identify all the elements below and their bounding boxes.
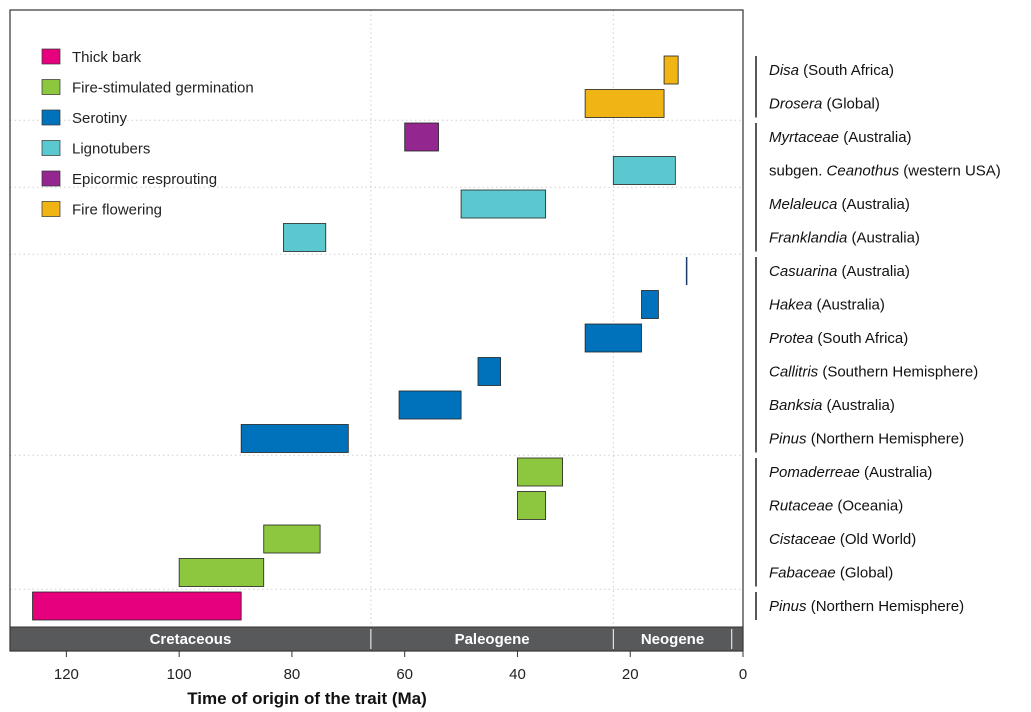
row-label: Protea (South Africa) bbox=[769, 330, 908, 347]
x-axis: 120 100 80 60 40 20 0 bbox=[54, 651, 747, 683]
era-label: Paleogene bbox=[455, 631, 530, 648]
legend-swatch bbox=[41, 109, 61, 126]
trait-bar bbox=[584, 89, 665, 118]
grid-layer bbox=[10, 10, 743, 627]
trait-bar bbox=[663, 55, 679, 85]
trait-bar bbox=[240, 424, 349, 453]
legend-label: Lignotubers bbox=[72, 141, 150, 158]
legend-swatch bbox=[41, 140, 61, 156]
legend-label: Thick bark bbox=[72, 49, 142, 66]
legend-swatch bbox=[41, 201, 61, 217]
x-tick-label: 0 bbox=[739, 666, 747, 683]
trait-bar bbox=[477, 357, 501, 386]
trait-bar bbox=[641, 290, 659, 319]
legend-label: Epicormic resprouting bbox=[72, 171, 217, 188]
x-tick-label: 60 bbox=[396, 666, 413, 683]
legend-swatch bbox=[41, 170, 61, 187]
legend-label: Fire flowering bbox=[72, 202, 162, 219]
row-label: Callitris (Southern Hemisphere) bbox=[769, 364, 978, 381]
row-labels: Disa (South Africa) Drosera (Global) Myrta… bbox=[755, 56, 1001, 620]
row-label: Pinus (Northern Hemisphere) bbox=[769, 431, 964, 448]
trait-bar bbox=[460, 189, 547, 219]
trait-bar bbox=[398, 390, 462, 420]
era-band-background bbox=[9, 626, 744, 652]
era-band: Cretaceous Paleogene Neogene bbox=[9, 626, 744, 652]
row-label: Melaleuca (Australia) bbox=[769, 196, 910, 213]
legend-label: Fire-stimulated germination bbox=[72, 80, 254, 97]
trait-bar bbox=[263, 524, 321, 554]
row-label: Hakea (Australia) bbox=[769, 297, 885, 314]
trait-bar bbox=[283, 223, 327, 252]
trait-bar bbox=[404, 122, 439, 152]
row-label: Pinus (Northern Hemisphere) bbox=[769, 598, 964, 615]
row-label: Rutaceae (Oceania) bbox=[769, 498, 903, 515]
x-tick-label: 80 bbox=[284, 666, 301, 683]
row-label: Fabaceae (Global) bbox=[769, 565, 893, 582]
row-label: Franklandia (Australia) bbox=[769, 230, 920, 247]
row-label: Pomaderreae (Australia) bbox=[769, 464, 932, 481]
row-label: Casuarina (Australia) bbox=[769, 263, 910, 280]
row-label: Myrtaceae (Australia) bbox=[769, 129, 912, 146]
row-label: subgen. Ceanothus (western USA) bbox=[769, 163, 1001, 180]
era-label: Cretaceous bbox=[150, 631, 232, 648]
x-tick-label: 120 bbox=[54, 666, 79, 683]
trait-bar bbox=[584, 323, 642, 353]
trait-bar bbox=[517, 491, 547, 520]
row-label: Banksia (Australia) bbox=[769, 397, 895, 414]
legend-swatch bbox=[41, 79, 61, 95]
row-label: Disa (South Africa) bbox=[769, 62, 894, 79]
legend-swatch bbox=[41, 48, 61, 65]
bar-layer bbox=[32, 55, 688, 621]
trait-bar bbox=[32, 591, 242, 621]
x-tick-label: 40 bbox=[509, 666, 526, 683]
x-axis-title: Time of origin of the trait (Ma) bbox=[187, 689, 427, 708]
trait-bar bbox=[178, 558, 265, 587]
legend: Thick bark Fire-stimulated germination Ser… bbox=[41, 48, 254, 219]
row-label: Drosera (Global) bbox=[769, 96, 880, 113]
legend-label: Serotiny bbox=[72, 110, 128, 127]
trait-bar bbox=[517, 457, 563, 487]
trait-bar bbox=[612, 156, 676, 185]
row-label: Cistaceae (Old World) bbox=[769, 531, 916, 548]
x-tick-label: 100 bbox=[167, 666, 192, 683]
x-tick-label: 20 bbox=[622, 666, 639, 683]
era-label: Neogene bbox=[641, 631, 704, 648]
